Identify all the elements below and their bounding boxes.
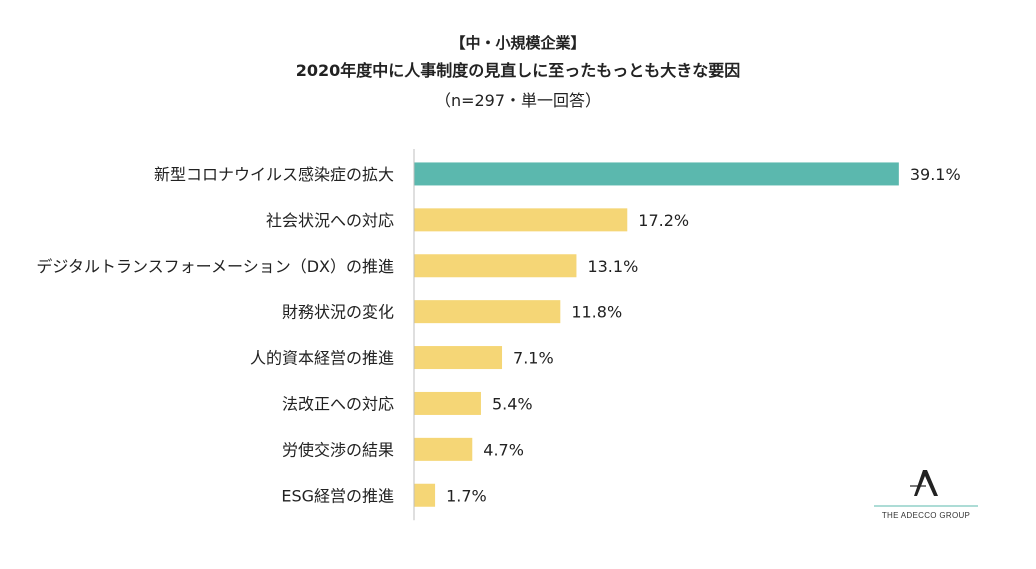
data-label: 17.2%	[638, 211, 689, 230]
category-label: 労使交渉の結果	[282, 440, 394, 459]
category-label: 新型コロナウイルス感染症の拡大	[154, 165, 394, 184]
category-label: 人的資本経営の推進	[250, 349, 394, 368]
bar	[414, 346, 503, 370]
chart-title: 2020年度中に人事制度の見直しに至ったもっとも大きな要因	[295, 61, 741, 80]
data-label: 4.7%	[483, 440, 524, 459]
bar	[414, 391, 481, 415]
logo-caption: THE ADECCO GROUP	[881, 511, 971, 520]
data-label: 11.8%	[571, 303, 622, 322]
bar	[414, 437, 473, 461]
bar	[414, 208, 628, 232]
category-label: 財務状況の変化	[282, 303, 394, 322]
data-label: 39.1%	[910, 165, 961, 184]
category-label: 法改正への対応	[282, 394, 394, 413]
data-label: 1.7%	[446, 486, 487, 505]
chart-title-block: 【中・小規模企業】 2020年度中に人事制度の見直しに至ったもっとも大きな要因 …	[0, 30, 1036, 116]
bars-layer: 新型コロナウイルス感染症の拡大 39.1% 社会状況への対応 17.2% デジタルトラン…	[36, 149, 961, 521]
category-label: 社会状況への対応	[266, 211, 394, 230]
data-label: 5.4%	[492, 394, 533, 413]
chart-subtitle: （n=297・単一回答）	[434, 91, 602, 110]
adecco-logo	[874, 470, 978, 507]
bar	[414, 162, 899, 186]
chart-title-segment: 【中・小規模企業】	[450, 34, 586, 52]
logo-a-mark-icon	[914, 470, 938, 496]
category-label: デジタルトランスフォーメーション（DX）の推進	[36, 257, 394, 276]
bar	[414, 300, 561, 324]
category-label: ESG経営の推進	[281, 486, 394, 505]
bar	[414, 254, 577, 278]
data-label: 13.1%	[587, 257, 638, 276]
data-label: 7.1%	[513, 349, 554, 368]
bar	[414, 483, 436, 507]
